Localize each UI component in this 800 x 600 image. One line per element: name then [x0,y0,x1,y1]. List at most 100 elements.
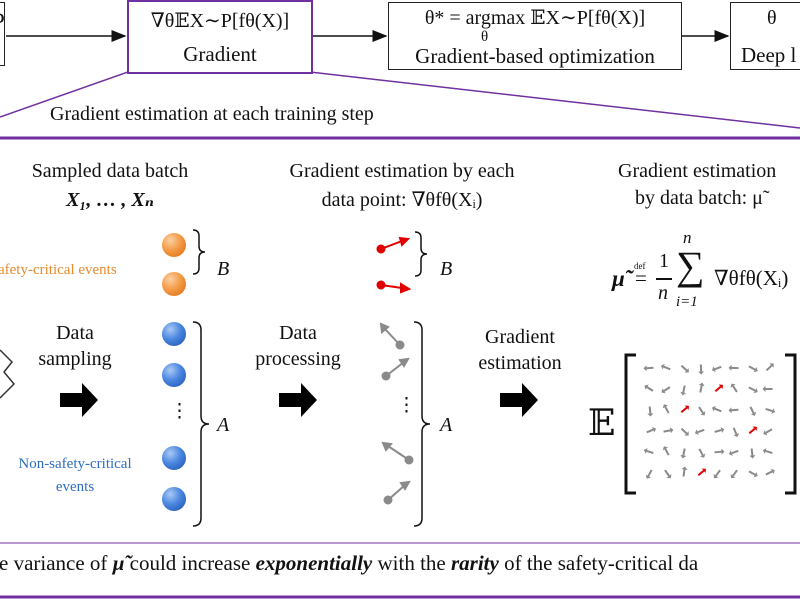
data-sampling-line2: sampling [38,348,112,370]
field-vector [765,450,773,454]
brace-label-B-2: B [440,258,453,280]
field-vector [731,449,739,455]
field-vector [732,385,738,393]
field-vector-head [660,363,665,370]
data-processing-line1: Data [279,322,317,344]
field-vector [714,450,722,454]
field-vector [664,469,670,477]
field-vector [732,469,738,477]
caption-part4: of the safety-critical da [498,551,699,575]
field-vector-head [762,386,766,393]
field-vector-head [752,426,757,432]
field-vector [663,429,671,433]
field-vector [714,365,722,371]
field-vector-head [728,364,732,371]
formula-sum-sign: ∑ [676,243,705,288]
field-vector-head [700,453,706,458]
field-vector-head [770,468,775,475]
gradient-box: ∇θ𝔼X∼P[fθ(X)] Gradient [127,0,313,74]
field-vector [664,406,670,414]
field-vector [748,386,756,392]
brace-label-B: B [217,258,230,280]
field-vector [765,428,773,434]
field-vector-head [662,404,668,409]
col3-title-line2: by data batch: μ̃ [635,187,763,209]
field-vector [682,385,686,393]
safety-event-dot [162,272,186,296]
caption-exponentially: exponentially [255,551,373,575]
field-vector-head [661,388,666,394]
field-vector [663,365,671,371]
field-vector-head [771,408,776,414]
caption-mu: μ̃ [112,551,125,575]
field-vector [748,470,756,476]
field-vector-head [733,433,740,438]
field-vector-head [750,411,757,416]
data-processing-line2: processing [255,348,341,370]
col2-title-line1: Gradient estimation by each [289,160,515,182]
col1-vars: X₁, … , Xₙ [66,189,154,211]
non-safety-label-line1: Non-safety-critical [18,456,132,472]
gradient-formula: ∇θ𝔼X∼P[fθ(X)] [150,10,290,32]
field-vector [663,386,671,392]
non-safety-label-line2: events [55,479,95,495]
field-vector [680,364,688,372]
gradient-field [643,363,776,479]
field-vector-head [753,472,758,478]
optimization-box: θ* = argmax 𝔼X∼P[fθ(X)] θ Gradient-based… [388,2,682,70]
field-vector-head [728,407,732,414]
field-vector [765,470,773,476]
field-vector-head [713,474,719,479]
deep-learning-box: θ Deep l [730,2,800,70]
formula-def: def [634,261,646,271]
field-vector-head [718,384,723,390]
col3-title-line1: Gradient estimation [618,160,777,182]
field-vector [680,406,688,414]
field-vector [647,469,653,477]
field-vector-head [720,427,725,433]
field-vector-head [711,405,716,412]
expectation-symbol: 𝔼 [588,403,616,443]
field-vector [682,448,686,456]
field-vector [682,469,686,477]
field-vector-head [680,391,687,396]
field-vector [731,408,739,412]
field-vector [714,407,722,413]
optimization-argmax-sub: θ [481,29,489,45]
field-vector-head [730,474,736,479]
caption-rarity: rarity [451,551,499,575]
field-vector [749,406,755,414]
deep-label: Deep l [741,43,797,67]
field-vector-head [728,450,733,456]
field-vector [697,469,705,477]
gradient-label: Gradient [183,42,257,66]
safety-critical-label: afety-critical events [0,262,117,278]
field-vector [698,406,704,414]
deep-formula: θ [767,7,777,29]
field-vector [748,365,756,371]
brace-label-A-2: A [440,414,453,436]
caption-part2: could increase [124,551,256,575]
field-vector [765,364,773,372]
left-partial-label: P [0,9,5,35]
safety-event-dot [162,233,186,257]
nonsafety-event-dot [162,487,186,511]
field-vector [680,427,688,435]
nonsafety-event-dot [162,446,186,470]
formula-frac-num: 1 [659,250,669,272]
field-vector-head [701,468,706,474]
field-vector [750,448,754,456]
field-vector-head [684,368,689,373]
step-title: Gradient estimation at each training ste… [50,103,374,125]
nonsafety-event-dot [162,363,186,387]
field-vector [714,429,722,433]
formula-frac-den: n [658,282,668,304]
formula-rhs: ∇θfθ(Xᵢ) [714,266,789,290]
field-vector [732,427,738,435]
field-vector-head [669,427,674,434]
gradient-estimation-line1: Gradient [485,326,555,348]
field-vector-head [721,448,725,455]
caption-part1: e variance of [0,551,113,575]
field-vector-head [769,363,774,368]
optimization-label: Gradient-based optimization [415,44,655,68]
